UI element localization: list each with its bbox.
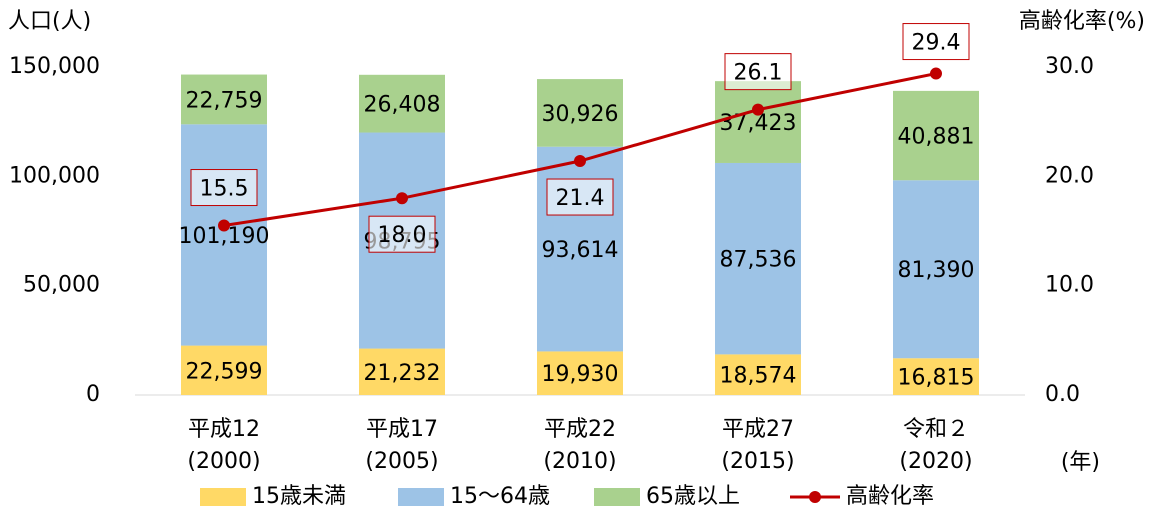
bar-value-label: 93,614: [542, 238, 619, 263]
x-tick-label: 平成27 (2015): [721, 417, 794, 474]
bar-segment: [537, 351, 623, 395]
y2-tick-label: 30.0: [1045, 54, 1094, 79]
rate-value-label: 26.1: [734, 61, 783, 86]
legend-label: 65歳以上: [646, 484, 740, 509]
rate-value-label: 18.0: [378, 223, 427, 248]
bar-segment: [715, 162, 801, 355]
bar-value-label: 19,930: [542, 362, 619, 387]
x-tick-label: 令和２(2020): [899, 417, 972, 474]
bar-value-label: 22,759: [186, 88, 263, 113]
bar-value-label: 81,390: [898, 258, 975, 283]
rate-point: [930, 67, 942, 80]
label-box: [190, 169, 258, 207]
bar-segment: [537, 79, 623, 147]
bar-segment: [715, 81, 801, 163]
bar-value-label: 21,232: [364, 361, 441, 386]
bar-value-label: 40,881: [898, 125, 975, 150]
y2-tick-label: 0.0: [1045, 382, 1080, 407]
bar-value-label: 26,408: [364, 93, 441, 118]
bar-segment: [181, 345, 267, 395]
y-tick-label: 50,000: [23, 273, 100, 298]
bar-segment: [359, 74, 445, 133]
y2-tick-label: 20.0: [1045, 163, 1094, 188]
y-tick-label: 0: [86, 382, 100, 407]
rate-point: [218, 219, 230, 232]
bar-segment: [359, 348, 445, 395]
legend-label: 15歳未満: [252, 484, 346, 509]
bar-segment: [893, 90, 979, 181]
bar-value-label: 87,536: [720, 248, 797, 273]
legend-label: 15～64歳: [450, 484, 550, 509]
rate-point: [752, 103, 764, 116]
rate-value-label: 29.4: [912, 31, 961, 56]
y-tick-label: 100,000: [9, 163, 100, 188]
x-tick-label: 平成17 (2005): [365, 417, 438, 474]
x-tick-label: 平成12 (2000): [187, 417, 260, 474]
rate-point: [574, 155, 586, 168]
bar-segment: [893, 180, 979, 359]
bar-value-label: 18,574: [720, 364, 797, 389]
rate-point: [396, 192, 408, 205]
bar-value-label: 30,926: [542, 102, 619, 127]
rate-value-label: 15.5: [200, 177, 249, 202]
legend-label: 高齢化率: [846, 484, 934, 509]
bar-segment: [715, 354, 801, 395]
x-tick-label: 平成22 (2010): [543, 417, 616, 474]
legend-swatch: [200, 488, 246, 506]
bar-segment: [181, 74, 267, 125]
y-axis-title: 人口(人): [8, 9, 91, 34]
bar-segment: [181, 124, 267, 346]
rate-value-label: 21.4: [556, 186, 605, 211]
bar-value-label: 22,599: [186, 359, 263, 384]
legend-dot: [809, 491, 821, 503]
label-box: [724, 53, 792, 91]
label-box: [368, 215, 436, 253]
legend-swatch: [398, 488, 444, 506]
y-tick-label: 150,000: [9, 54, 100, 79]
bar-value-label: 16,815: [898, 366, 975, 391]
x-axis-unit: (年): [1061, 450, 1100, 475]
bar-segment: [893, 358, 979, 395]
y2-tick-label: 10.0: [1045, 273, 1094, 298]
label-box: [546, 178, 614, 216]
y2-axis-title: 高齢化率(%): [1019, 9, 1145, 34]
legend-swatch: [594, 488, 640, 506]
label-box: [902, 23, 970, 61]
